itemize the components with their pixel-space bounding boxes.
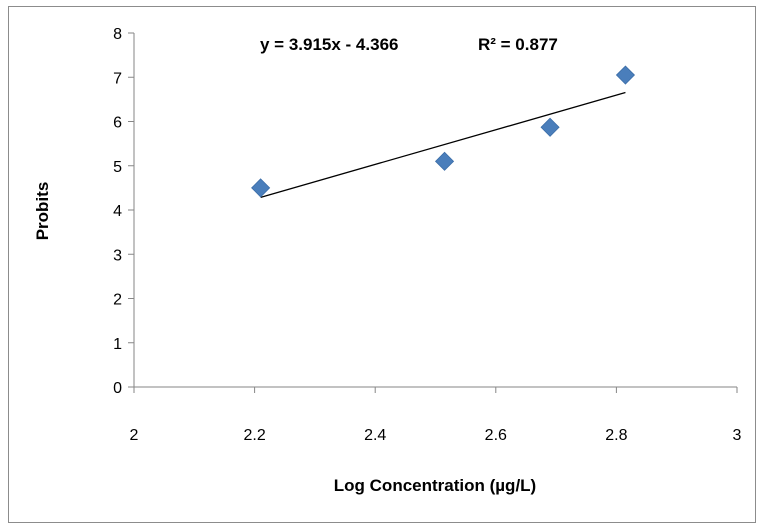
data-point bbox=[540, 117, 560, 137]
trendline-group bbox=[260, 91, 626, 198]
data-points bbox=[251, 65, 636, 198]
axes bbox=[128, 32, 738, 393]
data-point bbox=[434, 151, 455, 171]
data-point bbox=[251, 178, 271, 198]
y-tick-label: 6 bbox=[113, 115, 122, 132]
x-tick-label: 3 bbox=[733, 427, 742, 444]
y-tick-label: 2 bbox=[113, 292, 122, 309]
y-tick-label: 3 bbox=[113, 247, 122, 264]
x-tick-label: 2.6 bbox=[485, 427, 507, 444]
y-tick-label: 5 bbox=[113, 159, 122, 176]
x-tick-label: 2.8 bbox=[605, 427, 627, 444]
tick-labels: 0 1 2 3 4 5 6 7 8 2 2.2 2.4 2.6 2.8 3 bbox=[113, 26, 741, 444]
y-tick-label: 8 bbox=[113, 26, 122, 43]
trendline-equation: y = 3.915x - 4.366 bbox=[260, 35, 398, 54]
y-tick-label: 1 bbox=[113, 336, 122, 353]
y-tick-label: 7 bbox=[113, 70, 122, 87]
trendline bbox=[260, 91, 626, 198]
data-point bbox=[615, 65, 636, 85]
chart-area bbox=[8, 6, 756, 523]
y-tick-label: 4 bbox=[113, 203, 122, 220]
r-squared-label: R² = 0.877 bbox=[478, 35, 558, 54]
x-axis-title: Log Concentration (µg/L) bbox=[334, 476, 536, 495]
x-tick-label: 2.2 bbox=[243, 427, 265, 444]
x-tick-label: 2 bbox=[130, 427, 139, 444]
y-tick-label: 0 bbox=[113, 380, 122, 397]
x-tick-label: 2.4 bbox=[364, 427, 386, 444]
y-axis-title: Probits bbox=[33, 182, 52, 241]
